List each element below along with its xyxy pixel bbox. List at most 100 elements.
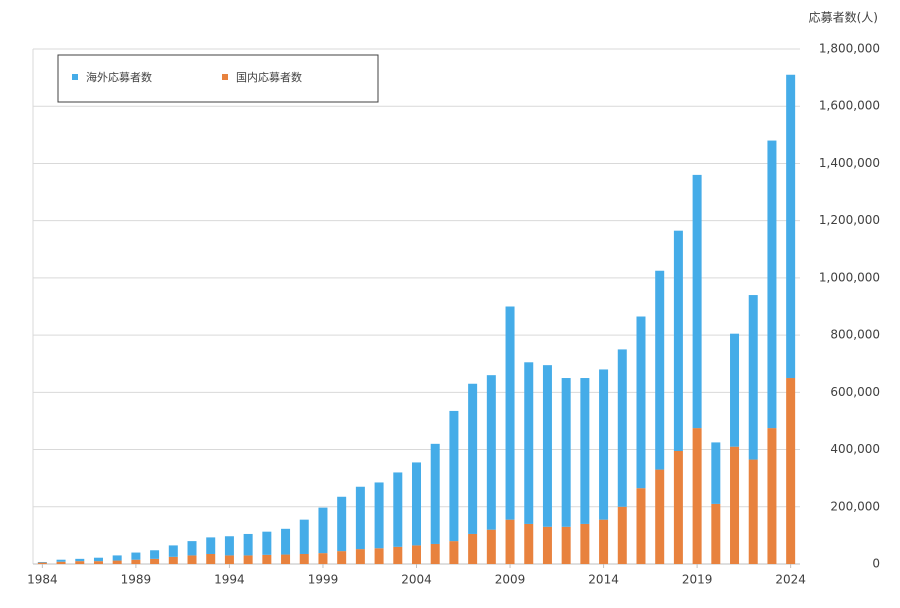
bar-segment (786, 378, 796, 564)
y-tick-label: 1,400,000 (819, 156, 880, 170)
bar-segment (337, 551, 347, 564)
bar-segment (430, 543, 440, 564)
bar-segment (524, 362, 534, 524)
bar-segment (617, 506, 627, 564)
legend-swatch (222, 74, 228, 80)
bar-segment (150, 558, 160, 564)
legend-text: 海外応募者数 (86, 70, 152, 84)
bar-segment (299, 553, 309, 564)
bar-segment (243, 555, 253, 564)
x-tick-label: 2019 (682, 573, 713, 587)
bar-segment (505, 519, 515, 564)
bar-segment (374, 482, 384, 549)
bar-segment (505, 306, 515, 520)
y-tick-label: 400,000 (830, 442, 880, 456)
bar-segment (786, 74, 796, 379)
bar-segment (486, 375, 496, 530)
bar-segment (561, 378, 571, 527)
bar-segment (93, 561, 103, 564)
bar-segment (281, 528, 291, 555)
bar-segment (617, 349, 627, 507)
bar-segment (655, 270, 665, 470)
y-tick-label: 0 (872, 557, 880, 571)
x-tick-label: 1984 (27, 573, 58, 587)
bar-segment (412, 545, 421, 564)
legend-text: 国内応募者数 (236, 70, 302, 84)
bar-segment (730, 446, 740, 564)
bar-segment (168, 545, 178, 557)
bar-segment (262, 531, 272, 555)
bar-segment (187, 555, 197, 564)
bar-segment (131, 559, 141, 564)
bar-segment (412, 462, 421, 546)
bar-segment (355, 486, 365, 550)
bar-segment (449, 541, 459, 564)
bar-segment (262, 554, 272, 564)
bar-segment (337, 496, 347, 552)
legend-box (57, 54, 379, 103)
bar-segment (524, 523, 534, 564)
bar-segment (542, 365, 552, 527)
bar-segment (281, 554, 291, 564)
bar-segment (224, 555, 234, 564)
bar-segment (580, 523, 590, 564)
bar-segment (599, 369, 609, 520)
bar-segment (168, 556, 178, 564)
bar-segment (692, 174, 702, 429)
bar-segment (673, 230, 683, 451)
bar-segment (730, 333, 740, 447)
bar-segment (93, 557, 103, 562)
bar-segment (37, 562, 47, 564)
bar-segment (318, 507, 328, 554)
bar-segment (112, 555, 122, 561)
bar-segment (748, 295, 758, 460)
bar-segment (75, 558, 85, 562)
bar-segment (318, 553, 328, 564)
bar-segment (449, 410, 459, 542)
bar-segment (486, 529, 496, 564)
x-tick-label: 2024 (775, 573, 806, 587)
y-tick-label: 1,800,000 (819, 42, 880, 56)
y-axis-label: 応募者数(人) (809, 10, 878, 25)
bar-segment (374, 548, 384, 564)
y-tick-label: 1,200,000 (819, 213, 880, 227)
bar-segment (561, 526, 571, 564)
x-tick-label: 1989 (121, 573, 152, 587)
bar-segment (56, 559, 66, 562)
bar-segment (767, 428, 777, 564)
y-tick-label: 600,000 (830, 385, 880, 399)
bar-segment (692, 428, 702, 564)
bar-segment (636, 488, 646, 564)
bar-segment (131, 552, 141, 560)
y-tick-label: 1,000,000 (819, 270, 880, 284)
y-tick-label: 800,000 (830, 328, 880, 342)
bar-segment (468, 383, 478, 534)
bar-segment (206, 537, 216, 554)
bar-segment (599, 519, 609, 564)
bar-segment (187, 541, 197, 556)
bar-segment (112, 560, 122, 564)
bar-segment (56, 561, 66, 564)
y-tick-label: 200,000 (830, 499, 880, 513)
bar-segment (355, 549, 365, 564)
bar-segment (299, 519, 309, 554)
y-tick-label: 1,600,000 (819, 99, 880, 113)
bar-segment (393, 546, 403, 564)
bar-segment (37, 561, 47, 563)
bar-segment (243, 533, 253, 556)
bar-segment (711, 503, 721, 564)
bar-segment (542, 526, 552, 564)
x-tick-label: 2004 (401, 573, 432, 587)
bar-segment (150, 550, 160, 559)
bar-segment (748, 459, 758, 564)
bar-segment (655, 469, 665, 564)
bar-segment (673, 450, 683, 564)
x-tick-label: 2014 (588, 573, 619, 587)
bar-segment (75, 561, 85, 564)
legend-swatch (72, 74, 78, 80)
x-tick-label: 2009 (495, 573, 526, 587)
bar-segment (393, 472, 403, 547)
bar-segment (711, 442, 721, 504)
bar-segment (430, 443, 440, 544)
